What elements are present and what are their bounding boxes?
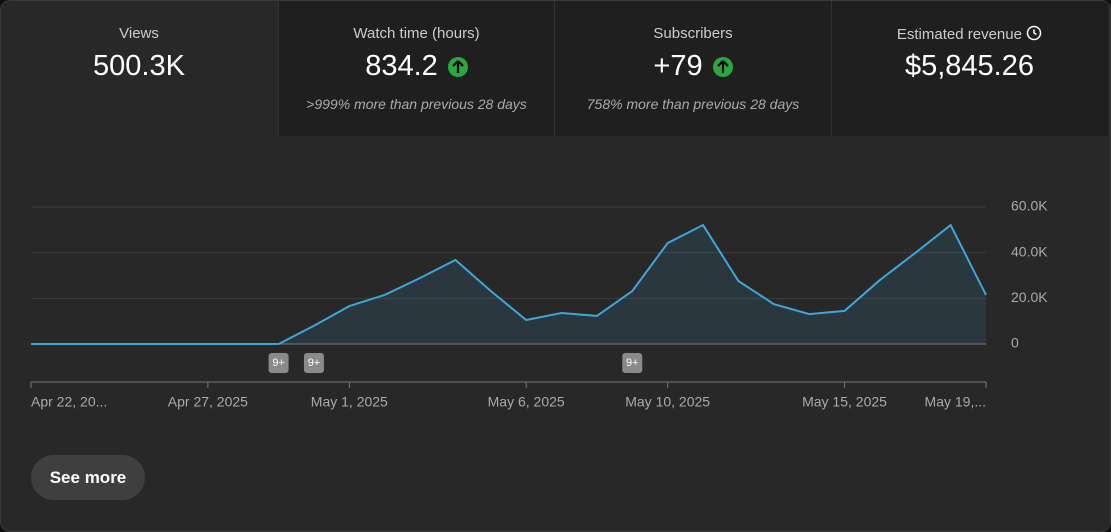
x-tick-label: May 15, 2025 (802, 394, 887, 410)
y-tick-label: 40.0K (1011, 243, 1048, 259)
metric-value: 834.2 (279, 50, 555, 83)
x-tick-label: May 1, 2025 (311, 394, 388, 410)
annotation-badge (622, 353, 643, 373)
x-tick-label: May 6, 2025 (488, 394, 565, 410)
y-tick-label: 20.0K (1011, 289, 1048, 305)
x-tick-label: Apr 27, 2025 (168, 394, 248, 410)
metric-tab[interactable]: Watch time (hours) 834.2 >999% more than p… (277, 1, 555, 136)
metric-change: >999% more than previous 28 days (306, 96, 527, 112)
metric-change: 758% more than previous 28 days (586, 96, 800, 112)
y-tick-label: 0 (1011, 335, 1019, 351)
line (31, 223, 987, 345)
x-tick-label: May 10, 2025 (625, 394, 710, 410)
up-arrow (447, 56, 468, 77)
y-tick-label: 60.0K (1011, 198, 1048, 214)
annotation-text: 9+ (272, 357, 285, 369)
metric-label: Watch time (hours) (353, 25, 480, 42)
annotation-text: 9+ (626, 357, 639, 369)
metric-label: Estimated revenue (832, 25, 1108, 43)
x-tick-label: Apr 22, 20... (31, 394, 107, 410)
see-more-button[interactable]: See more (31, 455, 145, 500)
annotation-text: 9+ (308, 357, 321, 369)
annotation-badge (303, 353, 324, 373)
metric-tab[interactable]: Subscribers +79 758% more than previous 28… (554, 1, 831, 136)
metric-tab[interactable]: Views 500.3K (1, 1, 277, 136)
metric-label: Views (119, 25, 159, 42)
metric-tab[interactable]: Estimated revenue $5,845.26 (830, 1, 1108, 136)
x-tick-label: May 19,... (925, 394, 986, 410)
annotation-badge (268, 353, 289, 373)
area (31, 225, 986, 344)
metric-value: +79 (555, 50, 831, 83)
metric-value: 500.3K (93, 50, 185, 82)
metric-label: Subscribers (653, 25, 733, 42)
metric-value: $5,845.26 (904, 50, 1034, 82)
up-arrow (712, 56, 733, 77)
